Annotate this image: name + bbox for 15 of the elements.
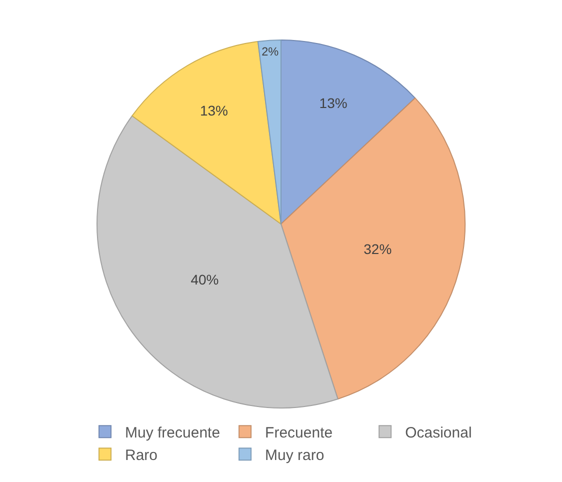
pie-slice bbox=[280, 98, 466, 400]
legend-label: Raro bbox=[125, 446, 158, 464]
pie-slice bbox=[132, 40, 282, 224]
data-label: 32% bbox=[364, 240, 392, 257]
pie-slice bbox=[280, 40, 416, 224]
data-label: 2% bbox=[262, 45, 280, 58]
data-label: 40% bbox=[190, 271, 219, 288]
data-label: 13% bbox=[319, 95, 348, 112]
legend-label: Muy frecuente bbox=[125, 424, 220, 442]
legend-label: Frecuente bbox=[265, 424, 333, 442]
data-label: 13% bbox=[200, 102, 228, 119]
pie-slice bbox=[96, 115, 338, 408]
legend-label: Muy raro bbox=[265, 446, 324, 464]
pie-slice bbox=[257, 40, 282, 224]
legend-label: Ocasional bbox=[405, 424, 472, 442]
